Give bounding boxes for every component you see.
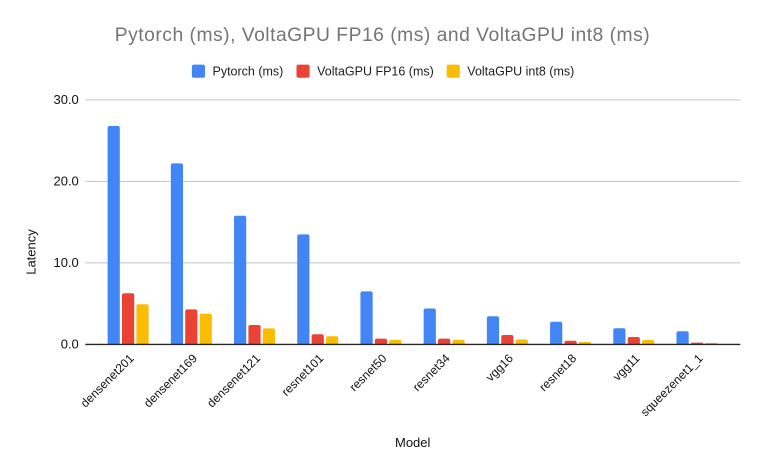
- svg-text:20.0: 20.0: [53, 174, 78, 189]
- svg-text:VoltaGPU int8 (ms): VoltaGPU int8 (ms): [467, 64, 574, 78]
- svg-text:VoltaGPU FP16 (ms): VoltaGPU FP16 (ms): [317, 64, 434, 78]
- svg-text:Latency: Latency: [24, 229, 39, 275]
- svg-text:30.0: 30.0: [53, 92, 78, 107]
- svg-text:Model: Model: [395, 435, 431, 450]
- svg-text:Pytorch (ms), VoltaGPU FP16 (m: Pytorch (ms), VoltaGPU FP16 (ms) and Vol…: [115, 25, 650, 46]
- svg-text:10.0: 10.0: [53, 255, 78, 270]
- svg-text:0.0: 0.0: [61, 337, 79, 352]
- svg-text:Pytorch (ms): Pytorch (ms): [213, 64, 284, 78]
